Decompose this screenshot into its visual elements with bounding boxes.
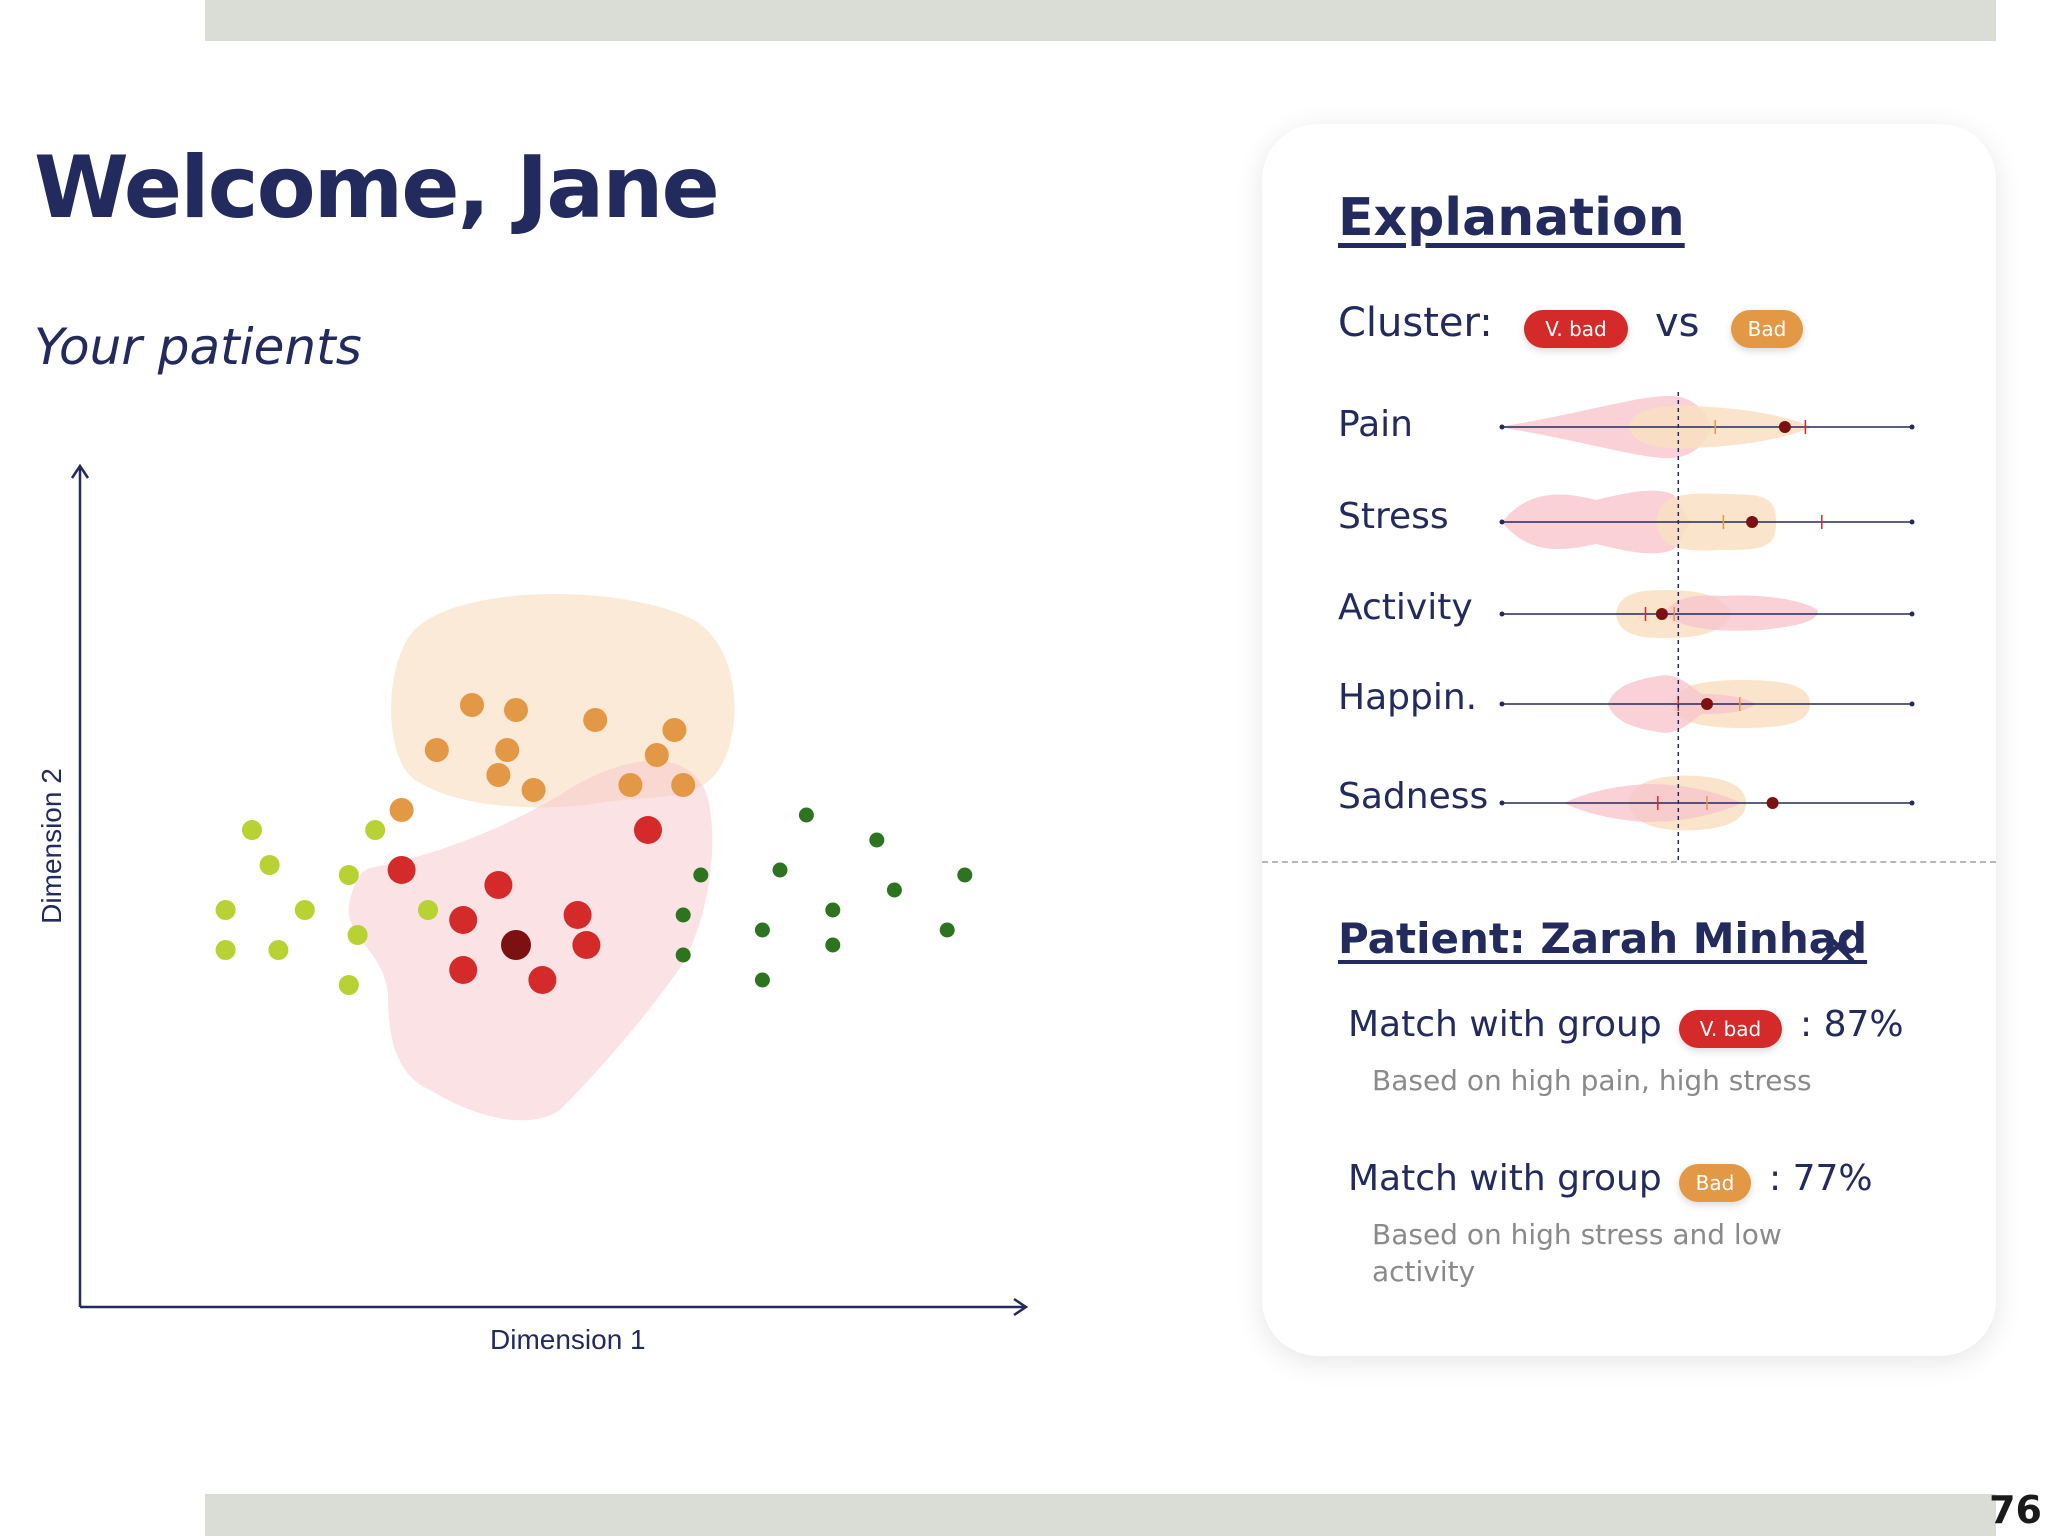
feature-axis-end-pain (1909, 424, 1915, 430)
close-icon[interactable] (1808, 916, 1868, 976)
match-value-bad: : 77% (1769, 1158, 1873, 1199)
scatter-point-dark-green[interactable] (754, 922, 770, 938)
patient-name-title: Patient: Zarah Minhad (1338, 914, 1868, 963)
scatter-point-dark-green[interactable] (772, 862, 788, 878)
scatter-point-dark-green[interactable] (957, 867, 973, 883)
patient-value-dot-happin (1701, 698, 1713, 710)
cluster-badge-bad[interactable]: Bad (1731, 310, 1803, 348)
scatter-point-dark-green[interactable] (886, 882, 902, 898)
bottom-bar (205, 1494, 1996, 1536)
patient-value-dot-pain (1778, 421, 1791, 433)
scatter-point-bad[interactable] (424, 738, 449, 762)
scatter-point-bad[interactable] (618, 773, 643, 797)
patient-value-dot-activity (1655, 608, 1668, 620)
explanation-card: Explanation Cluster: V. bad vs Bad Pain … (1262, 124, 1996, 1356)
scatter-point-lime[interactable] (347, 925, 368, 945)
feature-label-pain: Pain (1338, 404, 1413, 445)
scatter-point-selected-patient[interactable] (501, 930, 531, 960)
scatter-point-dark-green[interactable] (825, 902, 841, 918)
x-axis-arrow (1013, 1297, 1029, 1317)
match-label-vbad: Match with group (1348, 1004, 1662, 1045)
scatter-point-vbad[interactable] (563, 901, 592, 929)
scatter-point-lime[interactable] (215, 900, 236, 920)
feature-label-activity: Activity (1338, 587, 1473, 628)
vbad-cluster-region (348, 760, 713, 1121)
match-badge-vbad[interactable]: V. bad (1679, 1010, 1782, 1048)
feature-violin-plots (1498, 392, 1915, 864)
feature-axis-end-activity (1499, 611, 1505, 617)
scatter-point-dark-green[interactable] (693, 867, 709, 883)
scatter-point-lime[interactable] (215, 940, 236, 960)
feature-axis-end-happin (1499, 701, 1505, 707)
scatter-point-bad[interactable] (486, 763, 511, 787)
scatter-point-lime[interactable] (365, 820, 386, 840)
feature-axis-end-sadness (1499, 800, 1505, 806)
scatter-point-vbad[interactable] (634, 816, 662, 844)
patients-scatter-plot (70, 463, 1029, 1317)
patient-value-dot-stress (1746, 516, 1759, 528)
scatter-point-lime[interactable] (294, 900, 315, 920)
scatter-point-vbad[interactable] (572, 931, 601, 959)
scatter-point-lime[interactable] (338, 975, 359, 995)
top-bar (205, 0, 1996, 41)
welcome-heading: Welcome, Jane (34, 138, 720, 238)
vs-label: vs (1655, 300, 1700, 346)
scatter-point-bad[interactable] (495, 738, 520, 762)
scatter-point-bad[interactable] (504, 698, 528, 722)
scatter-point-dark-green[interactable] (939, 922, 955, 938)
scatter-point-vbad[interactable] (449, 906, 478, 934)
match-description-vbad: Based on high pain, high stress (1372, 1064, 1812, 1097)
scatter-point-lime[interactable] (242, 820, 262, 840)
x-axis-label: Dimension 1 (490, 1324, 646, 1355)
scatter-point-dark-green[interactable] (675, 907, 691, 923)
scatter-point-vbad[interactable] (484, 871, 513, 899)
scatter-point-bad[interactable] (644, 743, 669, 767)
feature-axis-end-pain (1499, 424, 1505, 430)
feature-axis-end-stress (1499, 519, 1505, 525)
cluster-label: Cluster: (1338, 300, 1493, 346)
scatter-point-bad[interactable] (671, 773, 696, 797)
scatter-point-dark-green[interactable] (754, 972, 770, 988)
scatter-point-dark-green[interactable] (825, 937, 841, 953)
explanation-title: Explanation (1338, 188, 1685, 248)
scatter-point-bad[interactable] (662, 718, 687, 742)
violin-vbad-activity (1664, 595, 1818, 631)
match-description-bad: Based on high stress and low activity (1372, 1218, 1782, 1288)
scatter-point-bad[interactable] (460, 693, 484, 717)
patient-value-dot-sadness (1766, 797, 1779, 809)
feature-axis-end-happin (1909, 701, 1915, 707)
match-value-vbad: : 87% (1800, 1004, 1904, 1045)
axes (70, 463, 1029, 1317)
cluster-badge-vbad[interactable]: V. bad (1524, 310, 1628, 348)
feature-label-stress: Stress (1338, 496, 1449, 537)
patients-subtitle: Your patients (34, 318, 362, 376)
scatter-point-bad[interactable] (521, 778, 546, 802)
section-divider (1262, 861, 1996, 863)
feature-axis-end-stress (1909, 519, 1915, 525)
scatter-point-dark-green[interactable] (798, 807, 814, 823)
scatter-point-vbad[interactable] (449, 956, 478, 984)
scatter-point-lime[interactable] (338, 865, 359, 885)
scatter-point-lime[interactable] (268, 940, 289, 960)
scatter-point-dark-green[interactable] (675, 947, 691, 963)
scatter-point-lime[interactable] (259, 855, 280, 875)
scatter-point-bad[interactable] (389, 798, 414, 822)
page-number: 76 (1989, 1488, 2042, 1532)
feature-axis-end-activity (1909, 611, 1915, 617)
match-label-bad: Match with group (1348, 1158, 1662, 1199)
feature-label-sadness: Sadness (1338, 776, 1489, 817)
feature-label-happiness: Happin. (1338, 677, 1478, 718)
y-axis-label: Dimension 2 (36, 768, 67, 924)
scatter-point-lime[interactable] (418, 900, 438, 920)
scatter-point-dark-green[interactable] (869, 832, 885, 848)
match-badge-bad[interactable]: Bad (1679, 1164, 1751, 1202)
y-axis-arrow (70, 463, 90, 479)
scatter-point-bad[interactable] (583, 708, 608, 732)
scatter-point-vbad[interactable] (528, 966, 557, 994)
scatter-point-vbad[interactable] (387, 856, 416, 884)
feature-axis-end-sadness (1909, 800, 1915, 806)
